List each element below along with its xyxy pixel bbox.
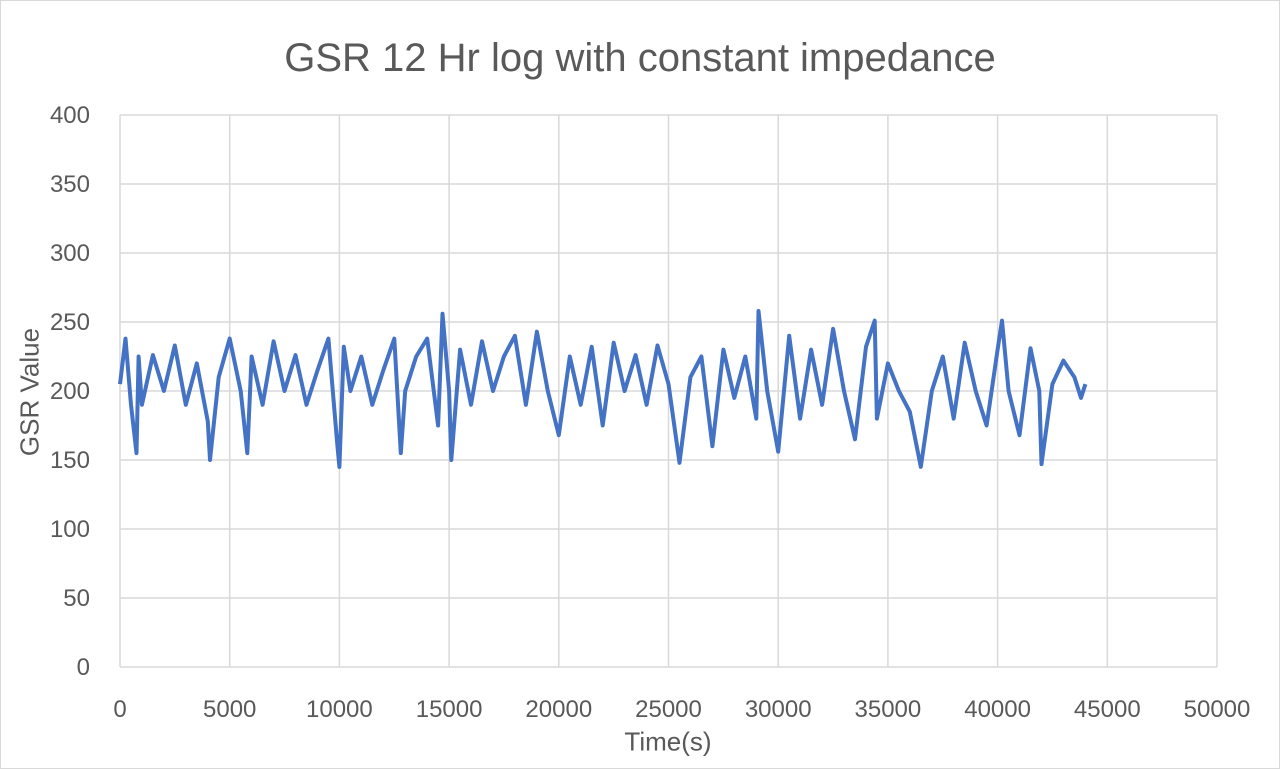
y-tick-label: 300 xyxy=(50,240,90,267)
y-tick-label: 400 xyxy=(50,102,90,129)
x-tick-label: 45000 xyxy=(1074,696,1141,723)
y-tick-label: 100 xyxy=(50,516,90,543)
x-tick-label: 0 xyxy=(113,696,126,723)
tick-labels: 0 50 100 150 200 250 300 350 400 0 5000 10000 15000 2… xyxy=(50,102,1250,723)
series-line xyxy=(118,309,1088,469)
y-tick-label: 150 xyxy=(50,447,90,474)
chart-title: GSR 12 Hr log with constant impedance xyxy=(284,36,996,80)
y-tick-label: 200 xyxy=(50,378,90,405)
y-tick-label: 350 xyxy=(50,171,90,198)
x-tick-label: 10000 xyxy=(306,696,373,723)
grid-lines xyxy=(119,114,1218,668)
x-tick-label: 40000 xyxy=(964,696,1031,723)
series-layer xyxy=(118,309,1088,469)
x-tick-label: 5000 xyxy=(203,696,256,723)
y-tick-label: 50 xyxy=(63,585,90,612)
x-tick-label: 25000 xyxy=(635,696,702,723)
x-tick-label: 35000 xyxy=(855,696,922,723)
x-tick-label: 30000 xyxy=(745,696,812,723)
y-tick-label: 250 xyxy=(50,309,90,336)
x-tick-label: 20000 xyxy=(525,696,592,723)
x-axis-label: Time(s) xyxy=(624,726,712,757)
x-tick-label: 15000 xyxy=(416,696,483,723)
x-tick-label: 50000 xyxy=(1184,696,1251,723)
y-tick-label: 0 xyxy=(77,654,90,681)
